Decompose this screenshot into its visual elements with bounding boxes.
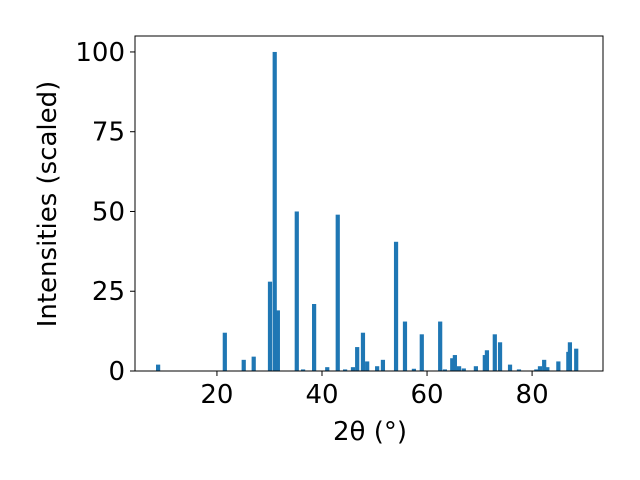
x-axis-label: 2θ (°)	[333, 417, 407, 447]
bar	[222, 332, 227, 371]
bar	[438, 321, 443, 371]
bar	[411, 368, 417, 371]
bar	[497, 342, 503, 371]
bar	[241, 359, 246, 371]
y-tick-label: 100	[75, 38, 125, 68]
bar	[574, 348, 579, 371]
bar	[312, 304, 317, 371]
bar	[375, 366, 380, 371]
y-tick-label: 75	[92, 118, 125, 148]
bar	[402, 321, 408, 371]
bar	[534, 369, 539, 371]
bar	[325, 367, 330, 371]
bar	[365, 361, 370, 371]
bar	[452, 355, 457, 371]
bar	[461, 368, 466, 371]
bar	[507, 364, 513, 371]
bar	[537, 366, 543, 371]
bar	[275, 310, 280, 371]
bar	[473, 366, 478, 371]
bar	[556, 361, 561, 371]
x-tick-label: 20	[200, 380, 233, 410]
bar	[516, 369, 522, 371]
x-tick-label: 40	[305, 380, 338, 410]
y-tick-label: 0	[108, 357, 125, 387]
bar	[567, 342, 573, 371]
bar	[484, 350, 490, 371]
bar	[492, 334, 497, 371]
bar	[294, 211, 299, 371]
bar	[442, 369, 447, 371]
x-tick-label: 80	[516, 380, 549, 410]
x-tick-label: 60	[410, 380, 443, 410]
bar	[272, 51, 277, 371]
bar	[545, 367, 550, 371]
bar	[542, 359, 547, 371]
bar	[419, 334, 424, 371]
bar	[251, 356, 256, 371]
y-axis-label: Intensities (scaled)	[33, 81, 63, 328]
y-tick-label: 25	[92, 277, 125, 307]
bar	[343, 369, 348, 371]
bar	[156, 364, 161, 371]
bar	[360, 332, 366, 371]
bar	[335, 214, 340, 371]
bar	[450, 358, 455, 371]
bar	[393, 241, 399, 371]
y-tick-label: 50	[92, 197, 125, 227]
bar	[267, 281, 273, 371]
bar	[355, 347, 360, 371]
bar	[350, 367, 356, 371]
bar	[456, 366, 462, 371]
bar	[380, 359, 386, 371]
plot-frame	[134, 35, 604, 372]
bar	[300, 369, 306, 371]
